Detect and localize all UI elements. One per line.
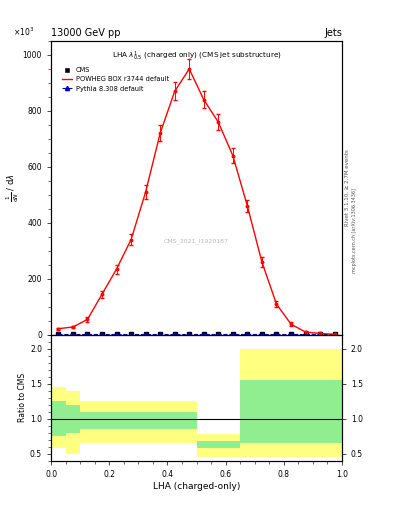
CMS bbox=[260, 331, 264, 337]
Pythia 8.308 default bbox=[173, 331, 177, 337]
CMS bbox=[71, 331, 75, 337]
Text: 13000 GeV pp: 13000 GeV pp bbox=[51, 28, 121, 38]
CMS bbox=[85, 331, 90, 337]
Pythia 8.308 default bbox=[187, 331, 192, 337]
Y-axis label: Ratio to CMS: Ratio to CMS bbox=[18, 373, 27, 422]
CMS bbox=[129, 331, 134, 337]
CMS bbox=[100, 331, 105, 337]
Line: Pythia 8.308 default: Pythia 8.308 default bbox=[57, 333, 336, 336]
CMS bbox=[303, 331, 308, 337]
Legend: CMS, POWHEG BOX r3744 default, Pythia 8.308 default: CMS, POWHEG BOX r3744 default, Pythia 8.… bbox=[60, 65, 171, 94]
Pythia 8.308 default bbox=[85, 331, 90, 337]
Pythia 8.308 default bbox=[245, 331, 250, 337]
CMS bbox=[231, 331, 235, 337]
CMS bbox=[216, 331, 221, 337]
CMS bbox=[245, 331, 250, 337]
Pythia 8.308 default bbox=[216, 331, 221, 337]
Text: CMS_2021_I1920187: CMS_2021_I1920187 bbox=[164, 238, 229, 244]
X-axis label: LHA (charged-only): LHA (charged-only) bbox=[153, 482, 240, 490]
CMS bbox=[56, 331, 61, 337]
CMS bbox=[143, 331, 148, 337]
CMS bbox=[187, 331, 192, 337]
Pythia 8.308 default bbox=[303, 331, 308, 337]
CMS bbox=[114, 331, 119, 337]
Pythia 8.308 default bbox=[129, 331, 134, 337]
Pythia 8.308 default bbox=[158, 331, 163, 337]
Text: LHA $\lambda^{1}_{0.5}$ (charged only) (CMS jet substructure): LHA $\lambda^{1}_{0.5}$ (charged only) (… bbox=[112, 50, 281, 63]
Y-axis label: Rivet 3.1.10, ≥ 2.7M events: Rivet 3.1.10, ≥ 2.7M events bbox=[345, 150, 350, 226]
Pythia 8.308 default bbox=[274, 331, 279, 337]
Pythia 8.308 default bbox=[260, 331, 264, 337]
Text: mcplots.cern.ch [arXiv:1306.3436]: mcplots.cern.ch [arXiv:1306.3436] bbox=[352, 188, 357, 273]
Pythia 8.308 default bbox=[318, 331, 323, 337]
CMS bbox=[274, 331, 279, 337]
Pythia 8.308 default bbox=[332, 331, 337, 337]
CMS bbox=[158, 331, 163, 337]
CMS bbox=[202, 331, 206, 337]
CMS bbox=[173, 331, 177, 337]
Pythia 8.308 default bbox=[56, 331, 61, 337]
Line: CMS: CMS bbox=[57, 333, 336, 336]
CMS bbox=[318, 331, 323, 337]
CMS bbox=[289, 331, 294, 337]
Pythia 8.308 default bbox=[289, 331, 294, 337]
Pythia 8.308 default bbox=[114, 331, 119, 337]
Pythia 8.308 default bbox=[71, 331, 75, 337]
Pythia 8.308 default bbox=[202, 331, 206, 337]
Text: $\times10^{3}$: $\times10^{3}$ bbox=[13, 26, 35, 38]
Text: Jets: Jets bbox=[324, 28, 342, 38]
Pythia 8.308 default bbox=[100, 331, 105, 337]
Pythia 8.308 default bbox=[231, 331, 235, 337]
Y-axis label: $\frac{1}{\mathrm{d}N}$ / $\mathrm{d}\lambda$: $\frac{1}{\mathrm{d}N}$ / $\mathrm{d}\la… bbox=[5, 174, 21, 202]
CMS bbox=[332, 331, 337, 337]
Pythia 8.308 default bbox=[143, 331, 148, 337]
